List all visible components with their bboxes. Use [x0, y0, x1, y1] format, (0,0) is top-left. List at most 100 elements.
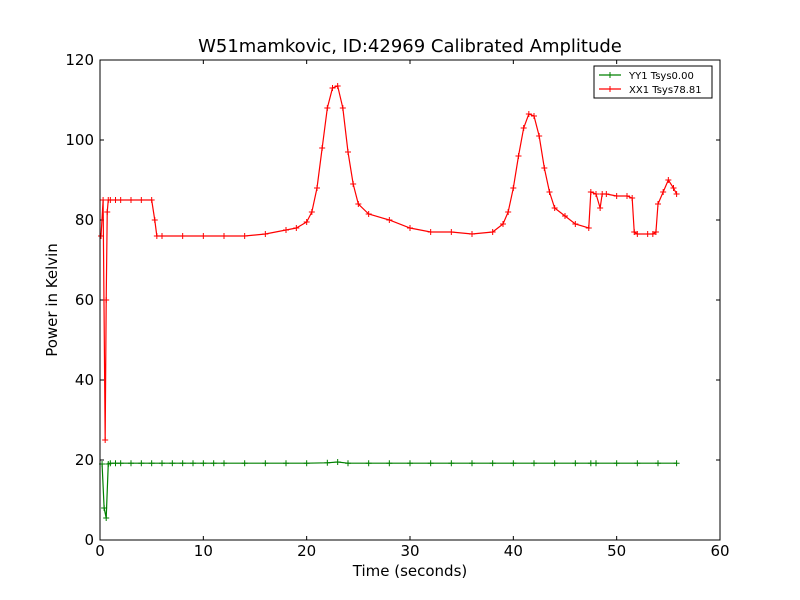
data-point: [505, 209, 512, 215]
chart-title: W51mamkovic, ID:42969 Calibrated Amplitu…: [198, 36, 622, 57]
data-point: [308, 209, 315, 215]
data-point: [551, 460, 558, 467]
data-point: [117, 460, 124, 467]
data-point: [350, 181, 357, 187]
data-point: [179, 233, 186, 239]
data-point: [200, 233, 207, 239]
data-point: [345, 149, 351, 155]
data-point: [151, 217, 158, 223]
data-point: [329, 85, 336, 91]
data-point: [634, 231, 641, 237]
data-point: [427, 229, 434, 235]
x-tick-label: 60: [710, 542, 729, 560]
data-point: [469, 231, 475, 237]
data-point: [531, 460, 537, 467]
data-point: [101, 505, 108, 511]
data-point: [572, 460, 579, 467]
x-axis-label: Time (seconds): [352, 562, 468, 580]
y-axis-label: Power in Kelvin: [43, 243, 61, 357]
data-point: [587, 189, 594, 195]
data-point: [334, 459, 341, 465]
data-point: [324, 459, 331, 466]
data-point: [117, 197, 124, 203]
x-tick-label: 40: [504, 542, 523, 560]
data-point: [655, 460, 661, 467]
data-point: [448, 460, 455, 467]
data-point: [303, 219, 310, 225]
data-point: [613, 460, 620, 467]
data-point: [148, 197, 155, 203]
data-point: [510, 185, 517, 191]
data-point: [525, 111, 532, 117]
data-point: [536, 133, 543, 139]
data-point: [112, 460, 119, 467]
data-point: [100, 197, 107, 203]
data-point: [104, 209, 111, 215]
data-point: [200, 460, 207, 467]
data-point: [334, 83, 341, 89]
data-point: [562, 213, 568, 219]
x-tick-label: 10: [194, 542, 213, 560]
data-point: [179, 460, 186, 467]
data-point: [221, 233, 227, 239]
data-point: [355, 201, 362, 207]
data-point: [587, 460, 594, 467]
data-point: [624, 193, 630, 199]
y-tick-label: 120: [65, 51, 94, 69]
data-point: [283, 227, 289, 233]
y-tick-label: 0: [84, 531, 94, 549]
legend-label: XX1 Tsys78.81: [629, 85, 702, 96]
legend: YY1 Tsys0.00 XX1 Tsys78.81: [593, 65, 713, 99]
data-point: [670, 185, 677, 191]
data-point: [597, 205, 604, 211]
data-point: [128, 197, 134, 203]
data-point: [107, 197, 114, 203]
data-point: [107, 460, 114, 467]
legend-label: YY1 Tsys0.00: [628, 71, 694, 82]
data-point: [293, 225, 300, 231]
y-tick-label: 40: [75, 371, 94, 389]
data-point: [386, 217, 393, 223]
data-point: [489, 460, 496, 467]
data-point: [190, 460, 196, 467]
data-point: [629, 195, 636, 201]
data-point: [660, 189, 667, 195]
data-point: [153, 233, 160, 239]
data-point: [613, 193, 620, 199]
y-tick-label: 20: [75, 451, 94, 469]
series-1: [98, 83, 680, 443]
data-point: [655, 201, 661, 207]
data-point: [510, 460, 517, 467]
y-tick-label: 80: [75, 211, 94, 229]
data-point: [103, 297, 110, 303]
data-point: [159, 233, 165, 239]
x-axis-ticks: 0 10 20 30 40 50 60: [95, 60, 730, 560]
data-point: [345, 460, 351, 467]
data-point: [112, 197, 119, 203]
data-point: [634, 460, 641, 467]
plot-area: [100, 60, 720, 540]
data-point: [603, 191, 610, 197]
data-point: [652, 229, 659, 235]
data-point: [551, 205, 558, 211]
data-point: [644, 231, 651, 237]
data-point: [572, 221, 579, 227]
data-point: [262, 460, 269, 467]
data-point: [128, 460, 134, 467]
data-point: [469, 460, 475, 467]
data-point: [665, 177, 672, 183]
data-point: [324, 105, 331, 111]
data-point: [500, 221, 506, 227]
y-tick-label: 100: [65, 131, 94, 149]
data-point: [169, 460, 176, 467]
data-point: [585, 225, 592, 231]
data-point: [407, 225, 413, 231]
x-tick-label: 0: [95, 542, 105, 560]
data-point: [593, 191, 599, 197]
data-point: [98, 233, 105, 239]
data-point: [649, 231, 656, 237]
y-tick-label: 60: [75, 291, 94, 309]
data-point: [262, 231, 269, 237]
data-point: [365, 460, 372, 467]
